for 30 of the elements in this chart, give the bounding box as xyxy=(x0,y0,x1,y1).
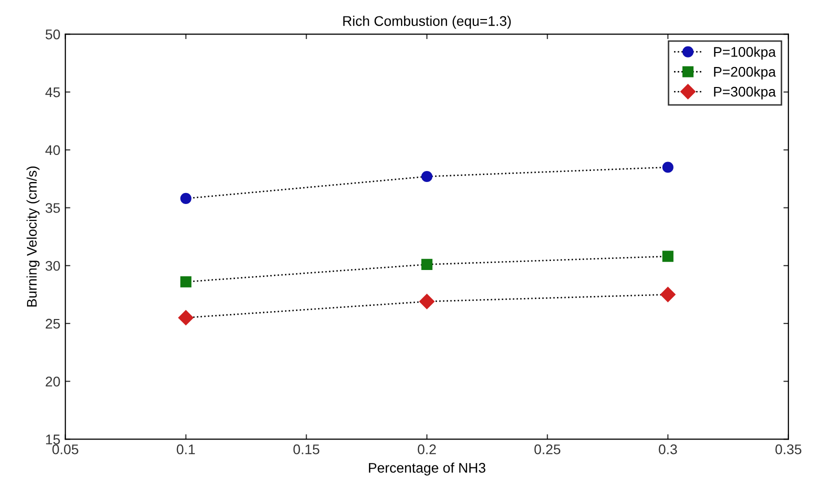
point xyxy=(421,170,432,182)
x-tick-label: 0.1 xyxy=(176,444,195,454)
chart-title: Rich Combustion (equ=1.3) xyxy=(343,16,511,29)
x-tick-label: 0.2 xyxy=(418,444,436,454)
x-tick-label: 0.05 xyxy=(52,444,78,454)
point xyxy=(180,276,192,288)
y-axis-title: Burning Velocity (cm/s) xyxy=(26,166,40,307)
x-tick-label: 0.15 xyxy=(293,444,320,454)
y-tick-label: 30 xyxy=(46,260,60,271)
y-tick-label: 45 xyxy=(45,88,60,98)
y-tick-label: 40 xyxy=(45,145,60,156)
legend-label: P=200kpa xyxy=(714,66,776,80)
x-tick-label: 0.25 xyxy=(534,444,560,454)
point xyxy=(419,294,434,310)
y-tick-label: 25 xyxy=(46,318,60,329)
y-tick-label: 15 xyxy=(46,434,60,444)
point xyxy=(178,310,194,326)
point xyxy=(180,192,192,204)
point xyxy=(660,286,676,302)
y-tick-label: 20 xyxy=(46,376,60,387)
x-tick-label: 0.35 xyxy=(775,444,802,454)
x-axis-title: Percentage of NH3 xyxy=(368,462,486,476)
y-tick-label: 35 xyxy=(46,203,60,213)
legend-label: P=100kpa xyxy=(714,46,776,60)
x-tick-label: 0.3 xyxy=(658,444,677,454)
y-tick-label: 50 xyxy=(46,29,60,40)
point xyxy=(662,250,674,262)
legend-label: P=300kpa xyxy=(714,86,776,100)
point xyxy=(662,162,674,173)
point xyxy=(421,258,432,270)
